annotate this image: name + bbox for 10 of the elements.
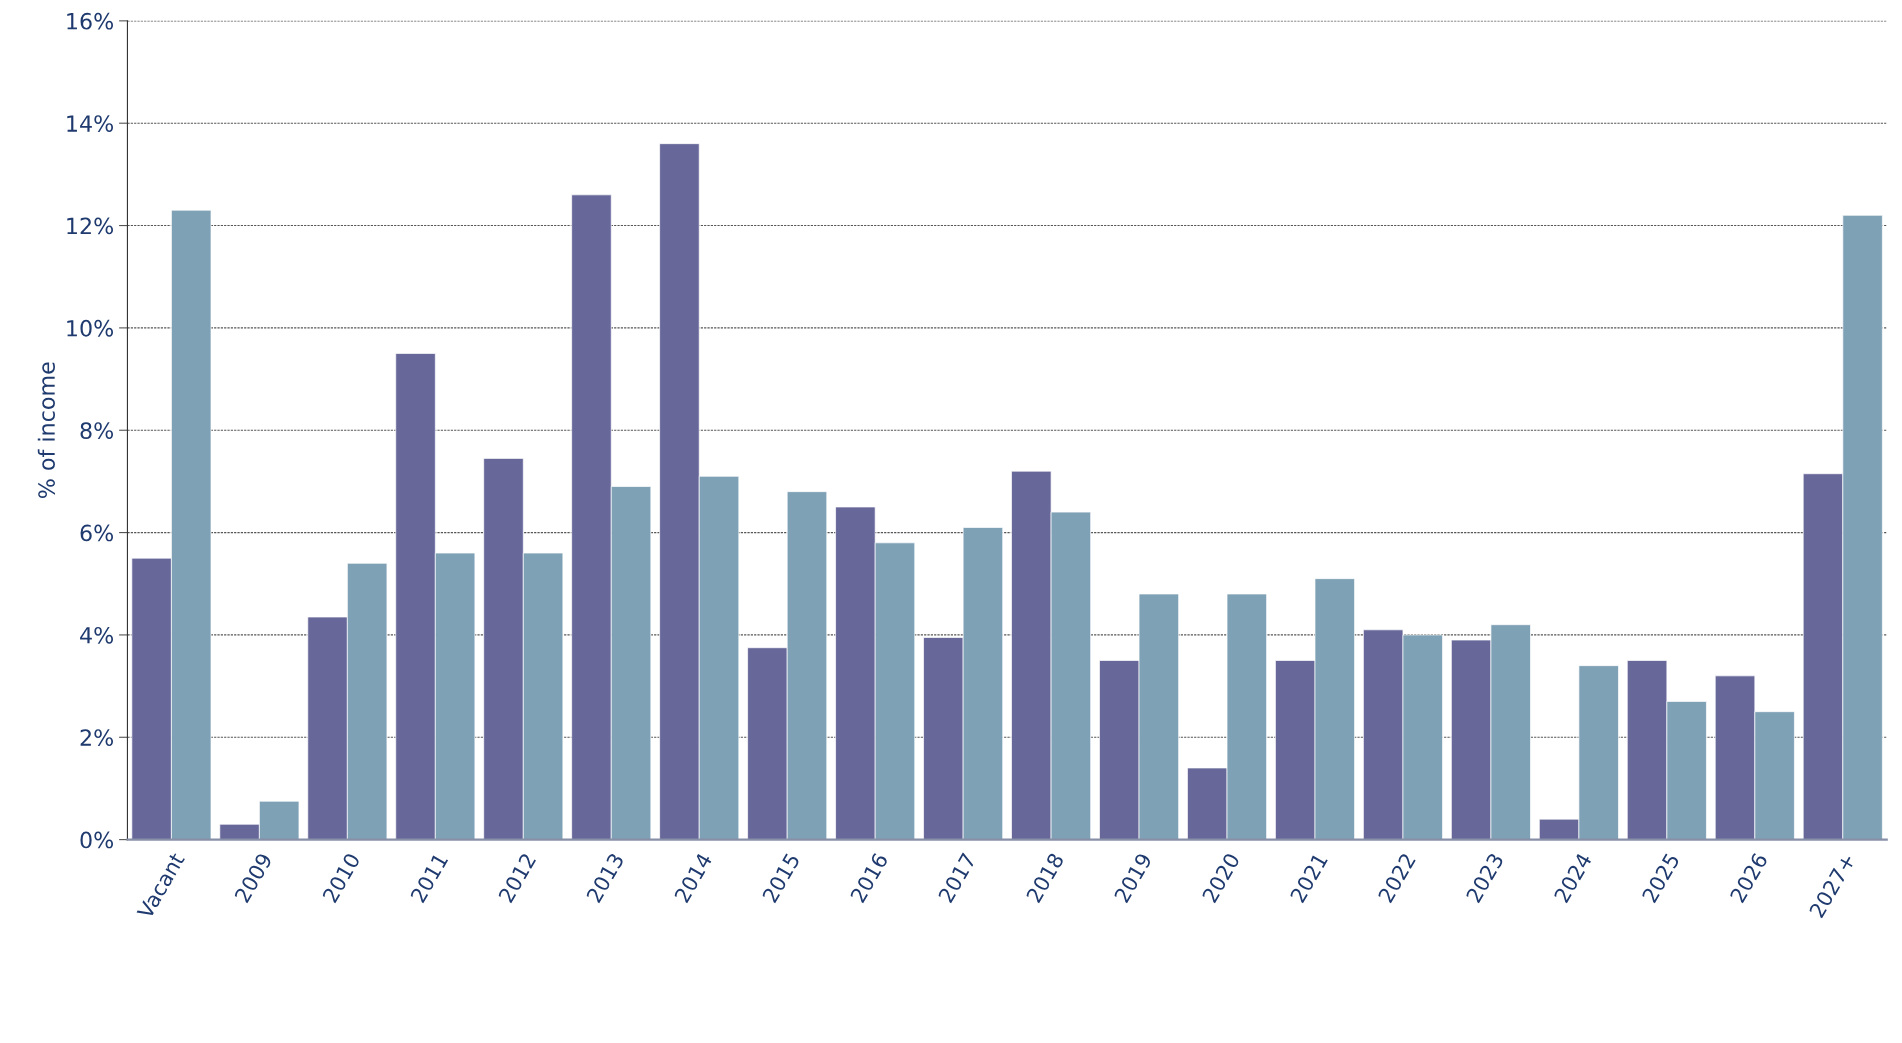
y-tick-label: 12% [67,217,114,235]
y-tick-label: 16% [67,12,114,30]
y-tick-label: 6% [80,524,114,542]
y-axis-title: % of income [37,362,55,499]
y-tick-label: 8% [80,422,114,439]
y-tick-label: 4% [80,626,114,644]
y-tick-label: 10% [67,319,114,337]
y-tick-label: 14% [67,115,114,132]
y-tick-label: 0% [80,831,114,849]
y-tick-label: 2% [80,729,114,747]
